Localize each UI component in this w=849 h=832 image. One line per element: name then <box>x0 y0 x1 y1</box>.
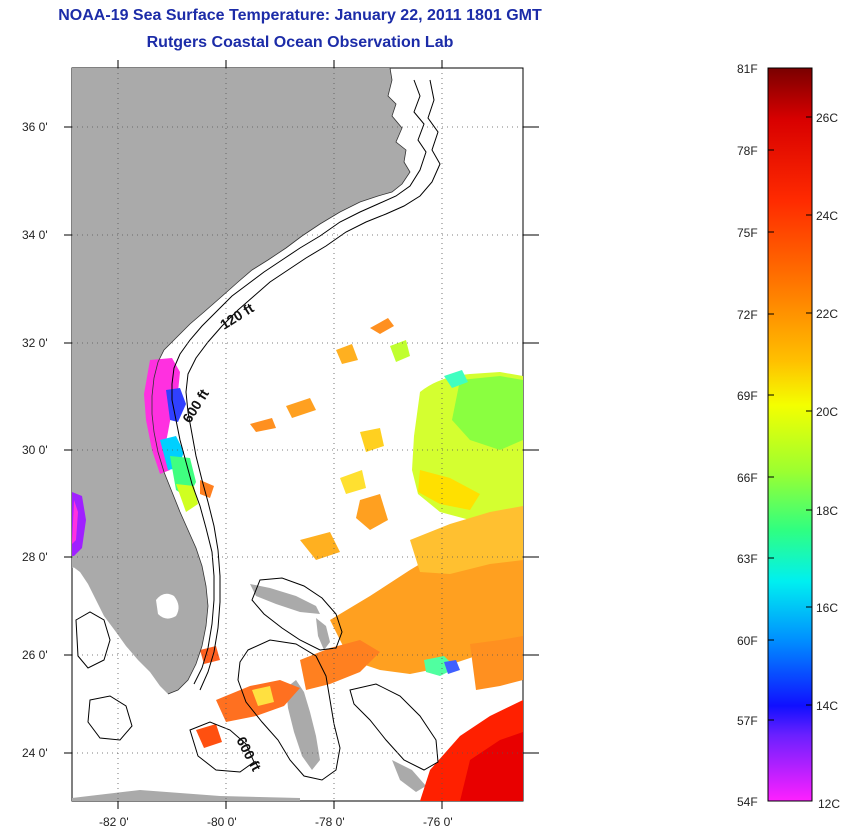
colorbar-c-label: 16C <box>816 601 838 615</box>
colorbar-ticks <box>768 116 812 721</box>
colorbar-c-label: 26C <box>816 111 838 125</box>
land-bahamas-east <box>392 760 426 792</box>
lon-label: -80 0' <box>207 815 237 829</box>
contours <box>75 79 441 781</box>
lon-label: -76 0' <box>423 815 453 829</box>
lon-label: -82 0' <box>99 815 129 829</box>
colorbar-f-label: 63F <box>737 552 758 566</box>
lat-label: 30 0' <box>22 443 48 457</box>
lake-okeechobee <box>156 593 179 619</box>
colorbar-f-label: 75F <box>737 226 758 240</box>
land-us-coast <box>72 68 410 694</box>
colorbar-f-label: 54F <box>737 795 758 809</box>
map-subtitle: Rutgers Coastal Ocean Observation Lab <box>146 34 454 51</box>
colorbar-f-label: 69F <box>737 389 758 403</box>
colorbar-c-label: 20C <box>816 405 838 419</box>
colorbar-c-label: 14C <box>816 699 838 713</box>
lat-label: 32 0' <box>22 336 48 350</box>
axis-ticks <box>64 60 539 809</box>
colorbar-f-label: 78F <box>737 144 758 158</box>
colorbar-f-label: 66F <box>737 471 758 485</box>
colorbar-f-label: 57F <box>737 714 758 728</box>
colorbar-f-label: 81F <box>737 62 758 76</box>
colorbar <box>767 67 813 802</box>
lat-label: 24 0' <box>22 746 48 760</box>
colorbar-c-label: 12C <box>818 797 840 811</box>
land-cuba <box>72 790 300 801</box>
lat-label: 36 0' <box>22 120 48 134</box>
land-bahamas-grand <box>250 584 320 614</box>
lat-label: 34 0' <box>22 228 48 242</box>
colorbar-f-label: 60F <box>737 634 758 648</box>
map-title: NOAA-19 Sea Surface Temperature: January… <box>58 7 542 24</box>
land-bahamas-abaco <box>316 618 330 650</box>
grid <box>72 68 523 801</box>
colorbar-c-label: 22C <box>816 307 838 321</box>
lat-label: 28 0' <box>22 550 48 564</box>
colorbar-c-label: 24C <box>816 209 838 223</box>
colorbar-f-label: 72F <box>737 308 758 322</box>
lon-label: -78 0' <box>315 815 345 829</box>
colorbar-c-label: 18C <box>816 504 838 518</box>
land-bahamas-andros <box>286 680 320 770</box>
lat-label: 26 0' <box>22 648 48 662</box>
